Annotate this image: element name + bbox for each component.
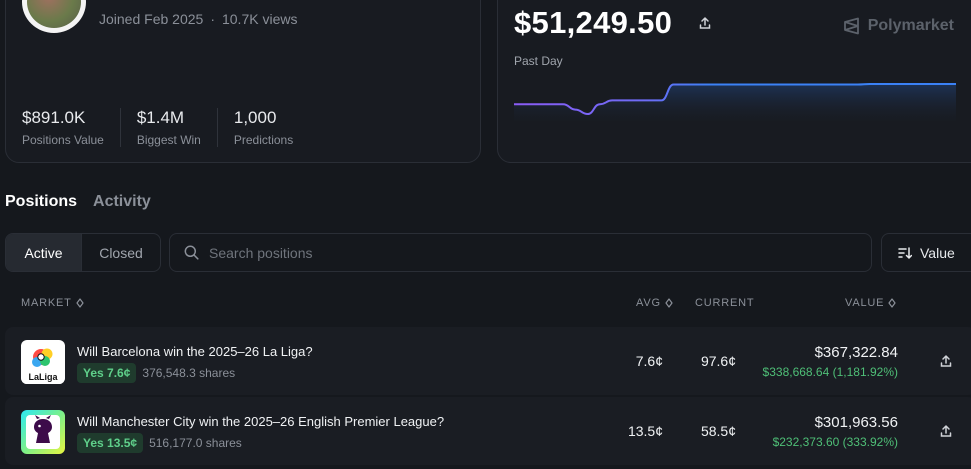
search-input[interactable] bbox=[209, 244, 809, 261]
premier-league-logo-icon bbox=[21, 410, 65, 454]
pnl-period: Past Day bbox=[514, 54, 563, 68]
search-box bbox=[169, 233, 872, 272]
laliga-wordmark: LaLiga bbox=[28, 372, 58, 382]
position-gain: $232,373.60 (333.92%) bbox=[772, 435, 898, 449]
tab-positions[interactable]: Positions bbox=[5, 193, 78, 210]
position-value: $367,322.84 bbox=[814, 344, 898, 361]
brand-name: Polymarket bbox=[867, 17, 954, 34]
position-value: $301,963.56 bbox=[814, 414, 898, 431]
outcome-badge: Yes 13.5¢ bbox=[77, 433, 144, 453]
stat-label: Predictions bbox=[233, 133, 294, 147]
share-icon[interactable] bbox=[939, 424, 953, 438]
header-avg[interactable]: AVG bbox=[636, 297, 673, 309]
filter-closed-button[interactable]: Closed bbox=[99, 244, 143, 261]
table-row[interactable]: LaLiga Will Barcelona win the 2025–26 La… bbox=[5, 327, 971, 395]
sort-toggle-icon bbox=[888, 298, 896, 308]
header-value-label: VALUE bbox=[845, 297, 885, 309]
sort-toggle-icon bbox=[76, 298, 84, 308]
current-price: 97.6¢ bbox=[700, 353, 736, 369]
header-market[interactable]: MARKET bbox=[21, 297, 84, 309]
stat-value: 1,000 bbox=[233, 108, 277, 127]
header-current-label: CURRENT bbox=[695, 297, 755, 309]
position-detail: Yes 7.6¢ 376,548.3 shares bbox=[77, 363, 235, 383]
stat-value: $1.4M bbox=[136, 108, 185, 127]
profile-meta: Joined Feb 2025 · 10.7K views bbox=[99, 11, 298, 27]
search-icon bbox=[184, 245, 199, 260]
sort-button[interactable]: Value bbox=[881, 233, 971, 272]
share-icon[interactable] bbox=[698, 16, 712, 30]
pnl-chart bbox=[514, 83, 956, 121]
header-market-label: MARKET bbox=[21, 297, 72, 309]
stat-positions-value: $891.0K Positions Value bbox=[22, 108, 121, 147]
laliga-logo-icon: LaLiga bbox=[21, 340, 65, 384]
joined-date: Joined Feb 2025 bbox=[99, 11, 204, 27]
chart-line bbox=[514, 83, 956, 116]
share-count: 516,177.0 shares bbox=[149, 436, 242, 450]
table-row[interactable]: Will Manchester City win the 2025–26 Eng… bbox=[5, 397, 971, 465]
chart-area bbox=[514, 84, 956, 121]
tab-activity[interactable]: Activity bbox=[93, 193, 151, 210]
stat-value: $891.0K bbox=[22, 108, 86, 127]
market-title[interactable]: Will Barcelona win the 2025–26 La Liga? bbox=[77, 344, 313, 359]
polymarket-brand: Polymarket bbox=[843, 17, 954, 35]
avg-price: 13.5¢ bbox=[627, 423, 663, 439]
profile-stats: $891.0K Positions Value $1.4M Biggest Wi… bbox=[22, 108, 325, 147]
filter-active-button[interactable]: Active bbox=[6, 234, 82, 271]
stat-label: Positions Value bbox=[22, 133, 104, 147]
position-gain: $338,668.64 (1,181.92%) bbox=[762, 365, 898, 379]
pnl-value: $51,249.50 bbox=[514, 5, 673, 40]
header-current: CURRENT bbox=[695, 297, 754, 309]
header-value[interactable]: VALUE bbox=[845, 297, 896, 309]
pnl-card: $51,249.50 Past Day Polymarket bbox=[497, 0, 971, 163]
avatar[interactable] bbox=[22, 0, 86, 33]
current-price: 58.5¢ bbox=[700, 423, 736, 439]
sort-toggle-icon bbox=[665, 298, 673, 308]
share-count: 376,548.3 shares bbox=[142, 366, 236, 380]
sort-label: Value bbox=[920, 244, 955, 261]
outcome-badge: Yes 7.6¢ bbox=[77, 363, 137, 383]
market-title[interactable]: Will Manchester City win the 2025–26 Eng… bbox=[77, 414, 445, 429]
polymarket-logo-icon bbox=[843, 17, 859, 35]
main-tabs: Positions Activity bbox=[5, 193, 167, 211]
stat-label: Biggest Win bbox=[136, 133, 201, 147]
sort-icon bbox=[898, 246, 912, 259]
stat-biggest-win: $1.4M Biggest Win bbox=[137, 108, 218, 147]
view-count: 10.7K views bbox=[221, 11, 298, 27]
position-detail: Yes 13.5¢ 516,177.0 shares bbox=[77, 433, 242, 453]
stat-predictions: 1,000 Predictions bbox=[234, 108, 309, 147]
avg-price: 7.6¢ bbox=[635, 353, 663, 369]
header-avg-label: AVG bbox=[636, 297, 661, 309]
position-status-toggle: Active Closed bbox=[5, 233, 161, 272]
profile-card: Joined Feb 2025 · 10.7K views $891.0K Posi… bbox=[5, 0, 481, 163]
share-icon[interactable] bbox=[939, 354, 953, 368]
